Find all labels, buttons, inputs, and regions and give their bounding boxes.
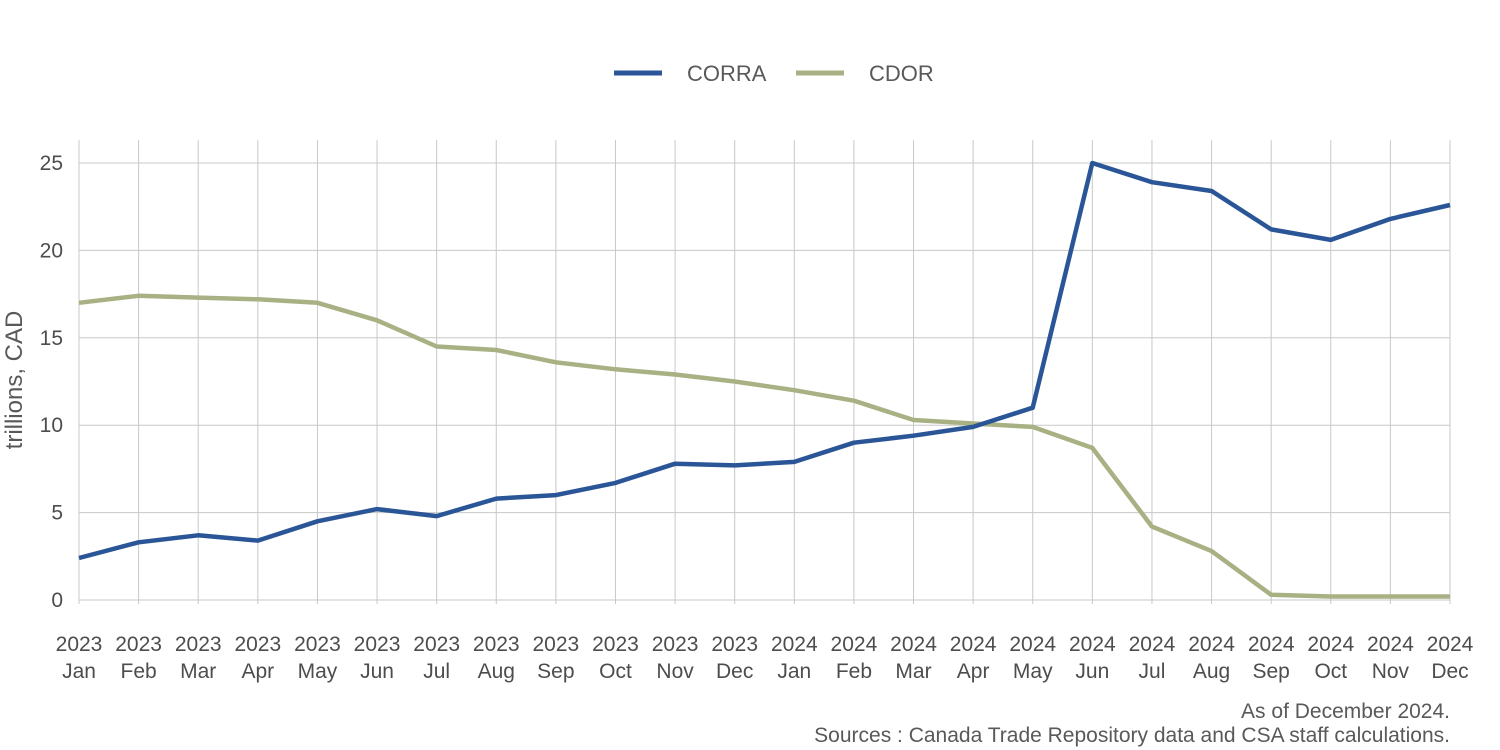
x-tick-month: Mar	[895, 660, 931, 683]
x-tick-year: 2023	[473, 633, 520, 656]
x-tick-year: 2023	[175, 633, 222, 656]
line-chart: CORRA CDOR trillions, CAD 0 5 10 15 20 25 202…	[1, 61, 1474, 683]
x-tick-month: Sep	[537, 660, 574, 683]
sources-note: Sources : Canada Trade Repository data a…	[814, 724, 1450, 747]
x-tick-year: 2023	[533, 633, 580, 656]
y-tick-label: 5	[51, 502, 63, 525]
x-tick-year: 2024	[1069, 633, 1116, 656]
series-line-corra	[78, 160, 1451, 561]
x-tick-year: 2024	[1129, 633, 1176, 656]
x-tick-year: 2024	[1188, 633, 1235, 656]
x-tick-month: Jan	[62, 660, 96, 683]
y-tick-label: 0	[51, 589, 63, 612]
x-tick-year: 2023	[294, 633, 341, 656]
x-tick-month: Apr	[957, 660, 990, 683]
x-tick-year: 2023	[652, 633, 699, 656]
x-tick-month: Nov	[656, 660, 694, 683]
series-line-cdor	[78, 293, 1450, 599]
horizontal-gridlines	[79, 162, 1450, 601]
x-tick-year: 2024	[1367, 633, 1414, 656]
x-tick-month: Jun	[1075, 660, 1109, 683]
series-lines	[78, 160, 1451, 599]
x-tick-month: Sep	[1252, 660, 1289, 683]
y-tick-label: 10	[40, 414, 63, 437]
x-tick-month: Jun	[360, 660, 394, 683]
y-tick-label: 25	[40, 152, 63, 175]
x-tick-year: 2023	[413, 633, 460, 656]
vertical-gridlines	[78, 140, 1451, 604]
x-tick-month: Aug	[478, 660, 515, 683]
x-tick-year: 2024	[890, 633, 937, 656]
x-tick-year: 2024	[1248, 633, 1295, 656]
x-tick-month: Oct	[1314, 660, 1347, 683]
x-tick-month: May	[298, 660, 338, 683]
legend-label-corra: CORRA	[687, 61, 767, 86]
y-tick-label: 15	[40, 327, 63, 350]
legend: CORRA CDOR	[614, 61, 934, 86]
x-tick-year: 2024	[1307, 633, 1354, 656]
x-tick-month: Mar	[180, 660, 216, 683]
x-tick-year: 2023	[56, 633, 103, 656]
x-tick-month: Apr	[241, 660, 274, 683]
x-tick-year: 2023	[592, 633, 639, 656]
x-tick-month: Aug	[1193, 660, 1230, 683]
x-tick-year: 2024	[950, 633, 997, 656]
x-tick-month: Oct	[599, 660, 632, 683]
x-tick-year: 2023	[354, 633, 401, 656]
x-tick-month: Jul	[1139, 660, 1166, 683]
x-axis-ticks: 2023 Jan 2023 Feb 2023 Mar 2023 Apr 2023 May 2023 J…	[56, 633, 1474, 683]
x-tick-year: 2024	[1009, 633, 1056, 656]
as-of-note: As of December 2024.	[1241, 700, 1450, 723]
x-tick-year: 2023	[115, 633, 162, 656]
x-tick-month: Nov	[1372, 660, 1410, 683]
x-tick-year: 2023	[711, 633, 758, 656]
y-axis-title: trillions, CAD	[1, 311, 28, 450]
x-tick-month: Jul	[423, 660, 450, 683]
x-tick-month: Dec	[1431, 660, 1468, 683]
y-axis-ticks: 0 5 10 15 20 25	[40, 152, 63, 612]
x-tick-year: 2024	[831, 633, 878, 656]
x-tick-year: 2023	[234, 633, 281, 656]
x-tick-month: Dec	[716, 660, 753, 683]
x-tick-month: Jan	[777, 660, 811, 683]
legend-label-cdor: CDOR	[869, 61, 934, 86]
x-tick-month: Feb	[121, 660, 157, 683]
x-tick-month: Feb	[836, 660, 872, 683]
y-tick-label: 20	[40, 239, 63, 262]
x-tick-year: 2024	[771, 633, 818, 656]
x-tick-month: May	[1013, 660, 1053, 683]
x-tick-year: 2024	[1427, 633, 1474, 656]
